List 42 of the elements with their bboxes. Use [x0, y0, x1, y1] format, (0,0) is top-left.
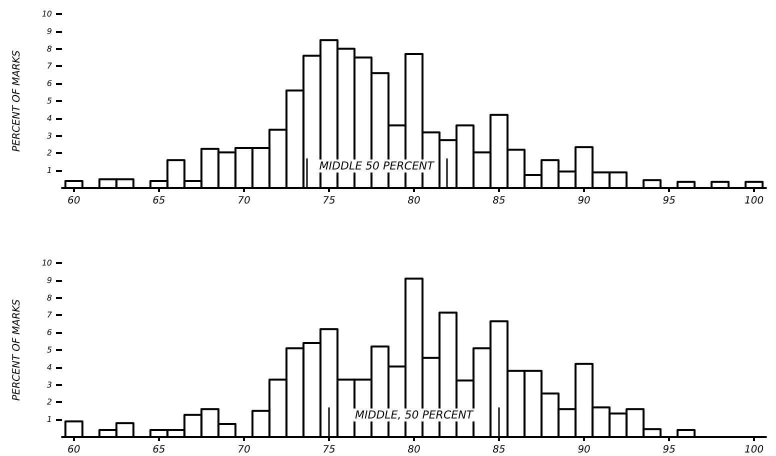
y-tick-label: 6 — [46, 79, 52, 88]
x-tick-label: 80 — [408, 196, 420, 206]
y-tick-label: 8 — [46, 44, 52, 54]
annotation: MIDDLE, 50 PERCENT — [354, 408, 474, 422]
y-tick-label: 9 — [46, 26, 52, 36]
y-tick-label: 10 — [42, 10, 52, 18]
x-tick-label: 65 — [152, 196, 166, 206]
y-tick-label: 10 — [42, 258, 52, 268]
x-tick-label: 90 — [578, 444, 590, 456]
x-tick-label: 80 — [408, 444, 420, 456]
y-tick-label: 4 — [46, 114, 52, 123]
x-tick-label: 65 — [152, 444, 166, 456]
y-tick-label: 8 — [46, 293, 52, 302]
x-tick-label: 85 — [492, 444, 506, 456]
x-tick-label: 75 — [322, 196, 336, 206]
y-tick-label: 7 — [46, 62, 53, 71]
x-tick-label: 100 — [744, 196, 764, 206]
x-tick-label: 70 — [238, 444, 250, 456]
x-tick-label: 95 — [662, 196, 676, 206]
y-tick-label: 9 — [46, 276, 52, 285]
y-tick-label: 2 — [46, 148, 52, 158]
y-axis-title: PERCENT OF MARKS — [12, 298, 22, 401]
y-tick-label: 5 — [46, 346, 52, 354]
x-tick-label: 60 — [68, 196, 80, 206]
x-tick-label: 100 — [744, 444, 764, 456]
y-tick-label: 4 — [46, 362, 52, 372]
y-tick-label: 6 — [46, 328, 52, 338]
y-tick-label: 3 — [46, 380, 52, 390]
x-tick-label: 95 — [662, 444, 676, 456]
y-tick-label: 1 — [46, 166, 52, 176]
x-tick-label: 60 — [68, 444, 80, 456]
annotation: MIDDLE 50 PERCENT — [319, 160, 436, 172]
y-tick-label: 1 — [46, 415, 52, 424]
y-tick-label: 5 — [46, 96, 52, 106]
y-tick-label: 2 — [46, 398, 52, 407]
y-tick-label: 3 — [46, 131, 52, 140]
y-axis-title: PERCENT OF MARKS — [12, 50, 22, 152]
x-tick-label: 70 — [238, 196, 250, 206]
y-tick-label: 7 — [46, 310, 53, 320]
x-tick-label: 75 — [322, 444, 336, 456]
x-tick-label: 85 — [492, 196, 506, 206]
x-tick-label: 90 — [578, 196, 590, 206]
